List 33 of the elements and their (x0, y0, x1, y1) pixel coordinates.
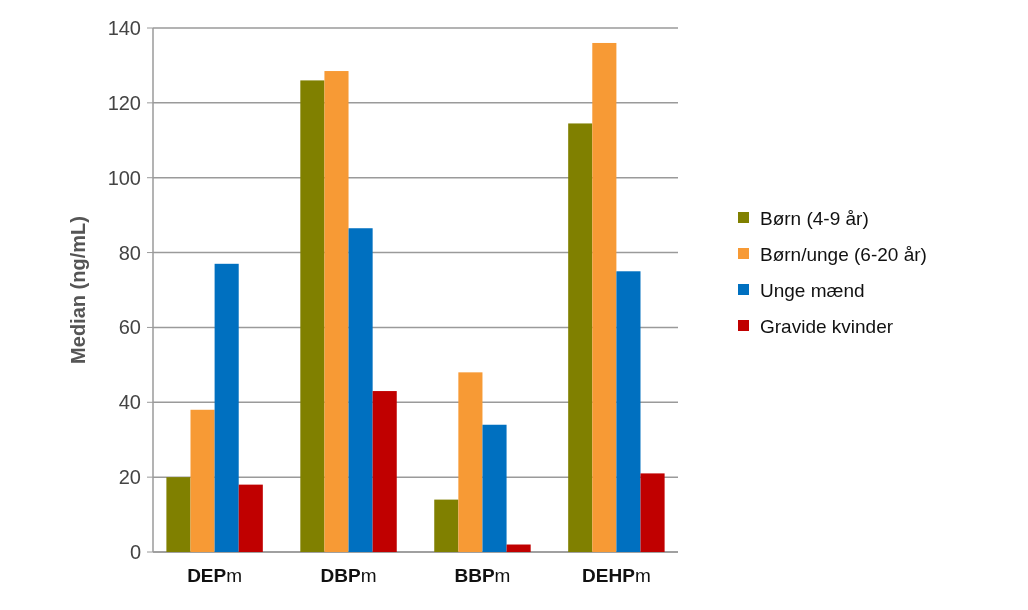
bar (166, 477, 191, 552)
bar (506, 544, 531, 552)
bar (592, 42, 617, 552)
y-tick-label: 40 (118, 391, 141, 414)
x-tick-label: DBPm (320, 565, 377, 586)
legend-label: Gravide kvinder (760, 315, 894, 337)
bar (372, 391, 397, 552)
bar (300, 80, 325, 552)
y-tick-label: 20 (118, 466, 141, 489)
x-tick-label: DEPm (187, 565, 243, 586)
bar (568, 123, 593, 552)
bar (238, 484, 263, 552)
legend-label: Unge mænd (760, 279, 865, 301)
bar (482, 424, 507, 552)
y-tick-label: 60 (118, 316, 141, 339)
y-axis-title: Median (ng/mL) (67, 216, 89, 364)
x-tick-label: DEHPm (582, 565, 651, 586)
y-tick-label: 0 (129, 541, 141, 563)
bar (640, 473, 665, 552)
bar (324, 71, 349, 552)
y-tick-label: 80 (118, 241, 141, 264)
bar (214, 263, 239, 552)
x-tick-label: BBPm (454, 565, 511, 586)
legend-label: Børn/unge (6-20 år) (760, 243, 927, 265)
bar (190, 409, 215, 552)
bar (458, 372, 483, 552)
y-tick-label: 120 (107, 91, 141, 114)
bar (616, 271, 641, 552)
bar (434, 499, 459, 552)
y-tick-label: 100 (107, 166, 141, 189)
bar (348, 228, 373, 552)
y-tick-label: 140 (107, 17, 141, 39)
legend-label: Børn (4-9 år) (760, 207, 869, 229)
